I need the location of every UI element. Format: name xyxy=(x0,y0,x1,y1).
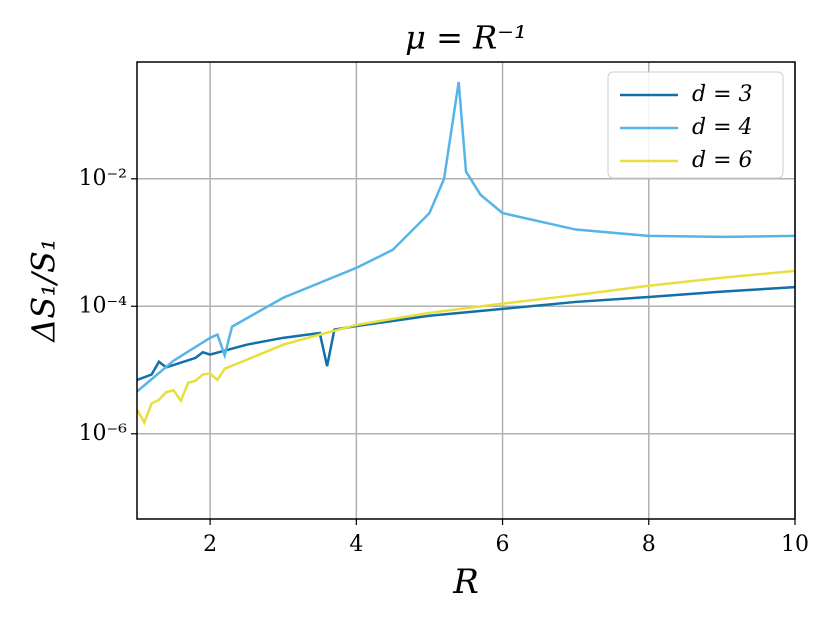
data-line xyxy=(137,269,795,426)
y-axis-label: ΔS₁/S₁ xyxy=(25,238,63,343)
x-tick-label: 4 xyxy=(349,532,363,557)
data-line xyxy=(137,285,795,382)
legend-label: d = 6 xyxy=(692,148,753,173)
y-tick-label: 10⁻² xyxy=(79,166,127,191)
x-axis-label: R xyxy=(452,562,479,602)
legend-label: d = 4 xyxy=(692,115,753,140)
x-tick-label: 10 xyxy=(781,532,809,557)
legend-box xyxy=(607,71,784,179)
data-line xyxy=(137,81,795,393)
y-tick-label: 10⁻⁴ xyxy=(79,293,128,318)
legend-label: d = 3 xyxy=(692,82,753,107)
chart-title: μ = R⁻¹ xyxy=(405,19,527,57)
x-tick-label: 6 xyxy=(496,532,510,557)
plot-frame xyxy=(136,61,796,520)
x-tick-label: 8 xyxy=(642,532,656,557)
y-tick-label: 10⁻⁶ xyxy=(79,421,128,446)
x-tick-label: 2 xyxy=(203,532,217,557)
